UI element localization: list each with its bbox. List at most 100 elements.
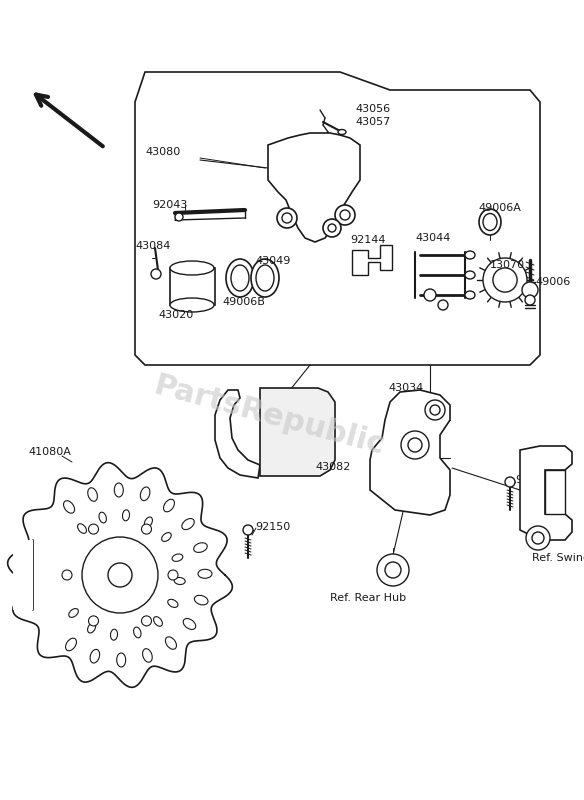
Polygon shape [352, 245, 392, 275]
Circle shape [108, 563, 132, 587]
Circle shape [82, 537, 158, 613]
Ellipse shape [256, 265, 274, 291]
Polygon shape [260, 388, 335, 476]
Ellipse shape [168, 599, 178, 607]
Circle shape [151, 269, 161, 279]
Ellipse shape [465, 271, 475, 279]
Circle shape [430, 405, 440, 415]
Ellipse shape [194, 542, 207, 553]
Ellipse shape [114, 483, 123, 497]
Circle shape [89, 524, 99, 534]
Ellipse shape [198, 570, 212, 578]
Ellipse shape [154, 617, 162, 626]
Ellipse shape [134, 627, 141, 638]
Polygon shape [370, 390, 450, 515]
Circle shape [522, 282, 538, 298]
Ellipse shape [226, 259, 254, 297]
Circle shape [89, 616, 99, 626]
Polygon shape [520, 446, 572, 540]
Ellipse shape [90, 650, 100, 663]
Ellipse shape [170, 298, 214, 312]
Circle shape [62, 570, 72, 580]
Circle shape [505, 477, 515, 487]
Ellipse shape [140, 487, 150, 501]
Circle shape [243, 525, 253, 535]
Circle shape [493, 268, 517, 292]
Bar [545, 470, 565, 514]
Circle shape [282, 213, 292, 223]
Text: 13070: 13070 [490, 260, 525, 270]
Circle shape [408, 438, 422, 452]
Circle shape [141, 616, 151, 626]
Ellipse shape [65, 638, 77, 650]
Text: 92144: 92144 [350, 235, 385, 245]
Text: 43020: 43020 [158, 310, 193, 320]
Text: 92150: 92150 [255, 522, 290, 532]
Circle shape [323, 219, 341, 237]
Ellipse shape [64, 501, 75, 513]
Ellipse shape [123, 510, 130, 521]
Text: 43080: 43080 [145, 147, 180, 157]
Circle shape [277, 208, 297, 228]
Text: 49006A: 49006A [478, 203, 521, 213]
Ellipse shape [162, 533, 171, 542]
Circle shape [526, 526, 550, 550]
Text: 43056: 43056 [355, 104, 390, 114]
Polygon shape [13, 540, 33, 610]
Text: 92151: 92151 [515, 475, 550, 485]
Circle shape [424, 289, 436, 301]
Ellipse shape [165, 637, 176, 650]
Circle shape [328, 224, 336, 232]
Circle shape [175, 213, 183, 221]
Text: Ref. Swingarm: Ref. Swingarm [532, 553, 584, 563]
Circle shape [377, 554, 409, 586]
Text: 43057: 43057 [355, 117, 390, 127]
Text: Ref. Rear Hub: Ref. Rear Hub [330, 593, 406, 603]
Circle shape [168, 570, 178, 580]
Text: 43044: 43044 [415, 233, 450, 243]
Polygon shape [170, 268, 215, 305]
Text: 43049: 43049 [255, 256, 290, 266]
Text: PartsRepublic: PartsRepublic [150, 371, 387, 461]
Ellipse shape [251, 259, 279, 297]
Circle shape [385, 562, 401, 578]
Ellipse shape [483, 214, 497, 230]
Circle shape [141, 524, 151, 534]
Circle shape [340, 210, 350, 220]
Ellipse shape [69, 609, 78, 618]
Ellipse shape [164, 499, 175, 512]
Circle shape [483, 258, 527, 302]
Text: 43034: 43034 [388, 383, 423, 393]
Circle shape [438, 300, 448, 310]
Ellipse shape [465, 291, 475, 299]
Ellipse shape [144, 517, 152, 527]
Ellipse shape [117, 653, 126, 667]
Circle shape [532, 532, 544, 544]
Ellipse shape [88, 622, 96, 633]
Polygon shape [268, 133, 360, 242]
Ellipse shape [99, 512, 106, 523]
Ellipse shape [465, 251, 475, 259]
Ellipse shape [78, 524, 86, 534]
Ellipse shape [170, 261, 214, 275]
Ellipse shape [338, 130, 346, 134]
Ellipse shape [142, 649, 152, 662]
Text: 49006B: 49006B [222, 297, 265, 307]
Ellipse shape [194, 595, 208, 605]
Circle shape [525, 295, 535, 305]
Text: 41080A: 41080A [28, 447, 71, 457]
Polygon shape [135, 72, 540, 365]
Text: 49006: 49006 [535, 277, 570, 287]
Ellipse shape [231, 265, 249, 291]
Text: 92043: 92043 [152, 200, 187, 210]
Text: 43084: 43084 [135, 241, 171, 251]
Circle shape [425, 400, 445, 420]
Ellipse shape [172, 554, 183, 562]
Ellipse shape [479, 209, 501, 235]
Ellipse shape [183, 618, 196, 630]
Ellipse shape [110, 630, 117, 640]
Circle shape [335, 205, 355, 225]
Ellipse shape [174, 578, 185, 585]
Text: 43082: 43082 [315, 462, 350, 472]
Ellipse shape [88, 488, 98, 502]
